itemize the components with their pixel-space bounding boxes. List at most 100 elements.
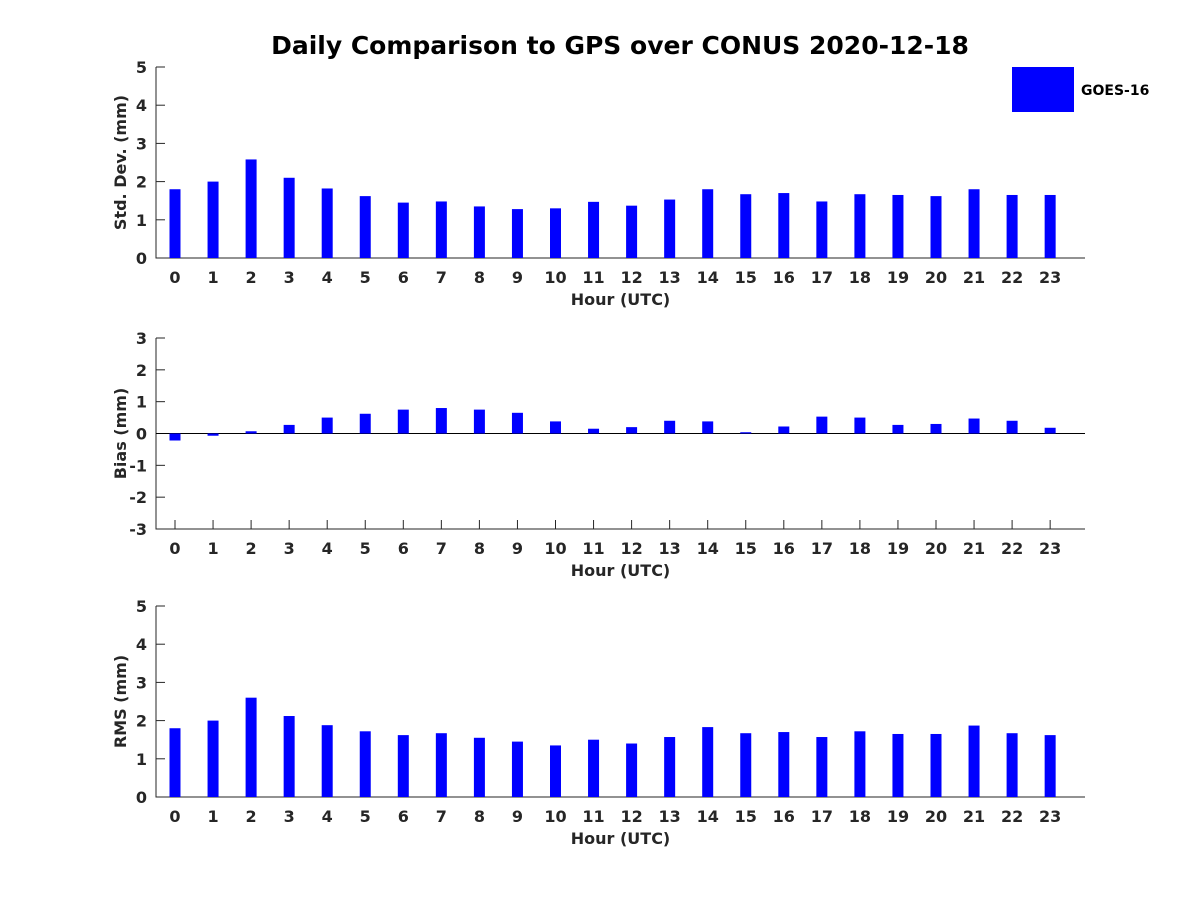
x-tick-label: 23: [1039, 539, 1061, 558]
x-tick-label: 15: [735, 268, 757, 287]
x-tick-label: 12: [620, 807, 642, 826]
rms-y-axis-label: RMS (mm): [111, 655, 130, 748]
x-tick-label: 18: [849, 539, 871, 558]
std-dev-bar-hour-3: [283, 177, 295, 258]
rms-bar-hour-4: [321, 725, 333, 797]
x-tick-label: 1: [207, 807, 218, 826]
rms-bar-hour-7: [435, 733, 447, 797]
x-tick-label: 18: [849, 807, 871, 826]
x-tick-label: 22: [1001, 807, 1023, 826]
y-tick-label: -1: [129, 456, 147, 475]
std-dev-bar-hour-14: [702, 189, 714, 258]
std-dev-bar-hour-19: [892, 194, 904, 258]
bias-bar-hour-15: [740, 432, 752, 434]
std-dev-bar-hour-23: [1044, 194, 1056, 258]
std-dev-x-axis-label: Hour (UTC): [571, 290, 671, 309]
x-tick-label: 13: [659, 268, 681, 287]
bias-bar-hour-23: [1044, 427, 1056, 434]
x-tick-label: 10: [544, 807, 566, 826]
x-tick-label: 14: [697, 807, 719, 826]
x-tick-label: 21: [963, 268, 985, 287]
x-tick-label: 7: [436, 268, 447, 287]
x-tick-label: 10: [544, 539, 566, 558]
bias-bar-hour-12: [626, 427, 638, 434]
x-tick-label: 22: [1001, 539, 1023, 558]
x-tick-label: 14: [697, 539, 719, 558]
std-dev-bar-hour-4: [321, 188, 333, 258]
x-tick-label: 1: [207, 539, 218, 558]
std-dev-bar-hour-13: [664, 199, 676, 258]
bias-bar-hour-7: [435, 408, 447, 434]
rms-bar-hour-21: [968, 725, 980, 797]
bias-bar-hour-14: [702, 421, 714, 434]
x-tick-label: 20: [925, 268, 947, 287]
x-tick-label: 2: [246, 539, 257, 558]
x-tick-label: 19: [887, 539, 909, 558]
rms-axes: [155, 606, 1085, 798]
bias-bar-hour-4: [321, 417, 333, 434]
x-tick-label: 0: [169, 807, 180, 826]
x-tick-label: 17: [811, 807, 833, 826]
rms-bar-hour-11: [588, 739, 600, 797]
std-dev-bar-hour-2: [245, 159, 257, 258]
x-tick-label: 14: [697, 268, 719, 287]
x-tick-label: 11: [582, 539, 604, 558]
x-tick-label: 8: [474, 268, 485, 287]
bias-y-axis-label: Bias (mm): [111, 388, 130, 480]
std-dev-bar-hour-20: [930, 196, 942, 258]
x-tick-label: 19: [887, 807, 909, 826]
x-tick-label: 16: [773, 807, 795, 826]
x-tick-label: 18: [849, 268, 871, 287]
bias-bar-hour-22: [1006, 420, 1018, 434]
x-tick-label: 4: [322, 539, 333, 558]
x-tick-label: 6: [398, 807, 409, 826]
std-dev-bar-hour-6: [397, 202, 409, 258]
bias-bar-hour-10: [550, 421, 561, 434]
std-dev-bar-hour-1: [207, 181, 219, 258]
x-tick-label: 5: [360, 268, 371, 287]
rms-bar-hour-15: [740, 733, 752, 797]
std-dev-bar-hour-21: [968, 189, 980, 258]
x-tick-label: 13: [659, 539, 681, 558]
bias-bar-hour-13: [664, 420, 676, 434]
std-dev-bar-hour-5: [359, 196, 371, 258]
y-tick-label: 0: [136, 788, 147, 807]
y-tick-label: -3: [129, 520, 147, 539]
rms-bar-hour-10: [550, 745, 561, 797]
x-tick-label: 3: [284, 539, 295, 558]
x-tick-label: 0: [169, 539, 180, 558]
x-tick-label: 9: [512, 268, 523, 287]
bias-bar-hour-8: [473, 409, 485, 434]
rms-x-axis-label: Hour (UTC): [571, 829, 671, 848]
rms-bar-hour-12: [626, 743, 638, 797]
bias-bar-hour-3: [283, 424, 295, 434]
bias-bar-hour-16: [778, 426, 790, 434]
rms-bar-hour-13: [664, 737, 676, 797]
y-tick-label: 1: [136, 393, 147, 412]
x-tick-label: 17: [811, 539, 833, 558]
rms-bar-hour-22: [1006, 733, 1018, 797]
legend: GOES-16: [1012, 67, 1149, 112]
bias-bar-hour-11: [588, 428, 600, 434]
rms-bar-hour-0: [169, 728, 181, 797]
bias-bar-hour-20: [930, 423, 942, 434]
rms-bar-hour-20: [930, 733, 942, 797]
chart-title: Daily Comparison to GPS over CONUS 2020-…: [271, 31, 969, 60]
std-dev-y-axis-label: Std. Dev. (mm): [111, 95, 130, 230]
bias-x-axis-label: Hour (UTC): [571, 561, 671, 580]
std-dev-bar-hour-9: [511, 209, 523, 258]
rms-bar-hour-2: [245, 697, 257, 797]
rms-bar-hour-23: [1044, 735, 1056, 797]
std-dev-bar-hour-16: [778, 193, 790, 258]
x-tick-label: 6: [398, 268, 409, 287]
x-tick-label: 21: [963, 807, 985, 826]
x-tick-label: 4: [322, 268, 333, 287]
rms-bar-hour-9: [511, 741, 523, 797]
x-tick-label: 10: [544, 268, 566, 287]
x-tick-label: 3: [284, 268, 295, 287]
x-tick-label: 9: [512, 807, 523, 826]
std-dev-bar-hour-15: [740, 194, 752, 258]
